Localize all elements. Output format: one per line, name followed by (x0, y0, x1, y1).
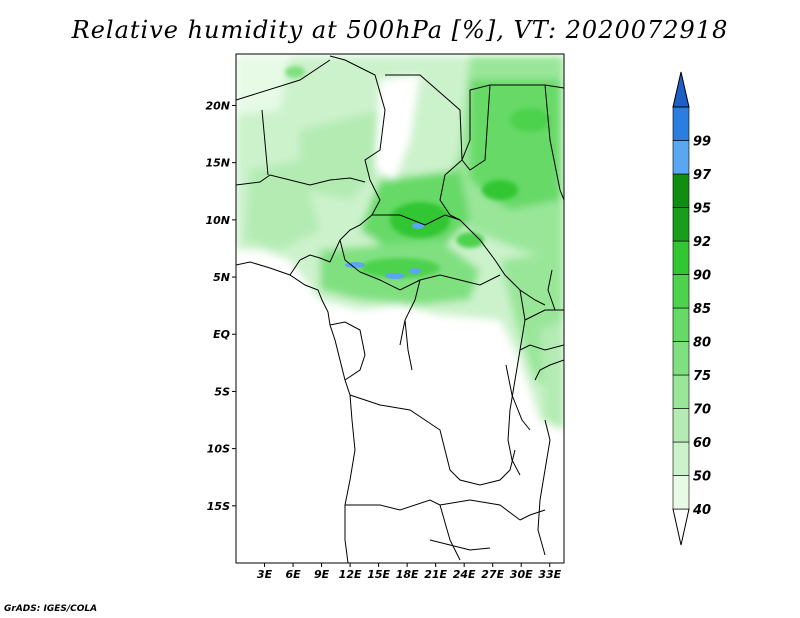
lon-tick-label: 3E (257, 568, 273, 581)
colorbar-swatch (672, 207, 690, 242)
lon-tick-label: 30E (510, 568, 533, 581)
colorbar-swatch (672, 173, 690, 208)
colorbar-swatch (672, 140, 690, 175)
colorbar-label: 60 (693, 436, 711, 451)
colorbar-swatch (672, 475, 690, 510)
colorbar-swatch (672, 240, 690, 275)
colorbar-label: 92 (693, 235, 711, 250)
lat-tick-label: 15S (207, 500, 230, 513)
lat-tick-label: 10N (205, 214, 230, 227)
colorbar-swatch (672, 374, 690, 409)
lon-tick-label: 15E (367, 568, 390, 581)
longitude-axis: 3E 6E 9E 12E 15E 18E 21E 24E 27E 30E 33E (257, 563, 562, 581)
colorbar: 40 50 60 70 75 80 85 90 92 95 97 99 (672, 71, 712, 546)
coastlines-borders (236, 55, 564, 563)
colorbar-label: 40 (692, 503, 711, 518)
colorbar-swatch (672, 408, 690, 443)
credit-text: GrADS: IGES/COLA (4, 604, 98, 614)
lon-tick-label: 27E (481, 568, 504, 581)
colorbar-swatch (672, 307, 690, 342)
colorbar-swatch (672, 106, 690, 141)
map-border (235, 53, 565, 564)
colorbar-swatch (672, 341, 690, 376)
colorbar-label: 80 (693, 336, 711, 351)
lat-tick-label: 5S (214, 385, 230, 398)
colorbar-label: 75 (693, 369, 711, 384)
lon-tick-label: 6E (285, 568, 301, 581)
colorbar-label: 97 (693, 168, 712, 183)
lon-tick-label: 9E (314, 568, 330, 581)
colorbar-swatch (672, 441, 690, 476)
colorbar-label: 90 (693, 269, 711, 284)
colorbar-swatch (672, 274, 690, 309)
latitude-axis: 20N 15N 10N 5N EQ 5S 10S 15S (205, 99, 236, 513)
lat-tick-label: EQ (213, 328, 230, 341)
lon-tick-label: 12E (339, 568, 362, 581)
lon-tick-label: 24E (453, 568, 476, 581)
colorbar-low-triangle (672, 508, 690, 546)
colorbar-high-triangle (672, 71, 690, 108)
colorbar-label: 50 (693, 470, 711, 485)
lat-tick-label: 10S (207, 443, 230, 456)
humidity-field (236, 54, 564, 563)
lon-tick-label: 33E (538, 568, 561, 581)
chart-title: Relative humidity at 500hPa [%], VT: 202… (71, 16, 729, 44)
colorbar-label: 99 (693, 135, 711, 150)
lat-tick-label: 20N (205, 99, 230, 112)
lat-tick-label: 15N (205, 157, 230, 170)
colorbar-label: 95 (693, 202, 711, 217)
lon-tick-label: 21E (424, 568, 447, 581)
lat-tick-label: 5N (213, 271, 230, 284)
lon-tick-label: 18E (396, 568, 419, 581)
colorbar-label: 85 (693, 302, 711, 317)
colorbar-label: 70 (693, 403, 711, 418)
